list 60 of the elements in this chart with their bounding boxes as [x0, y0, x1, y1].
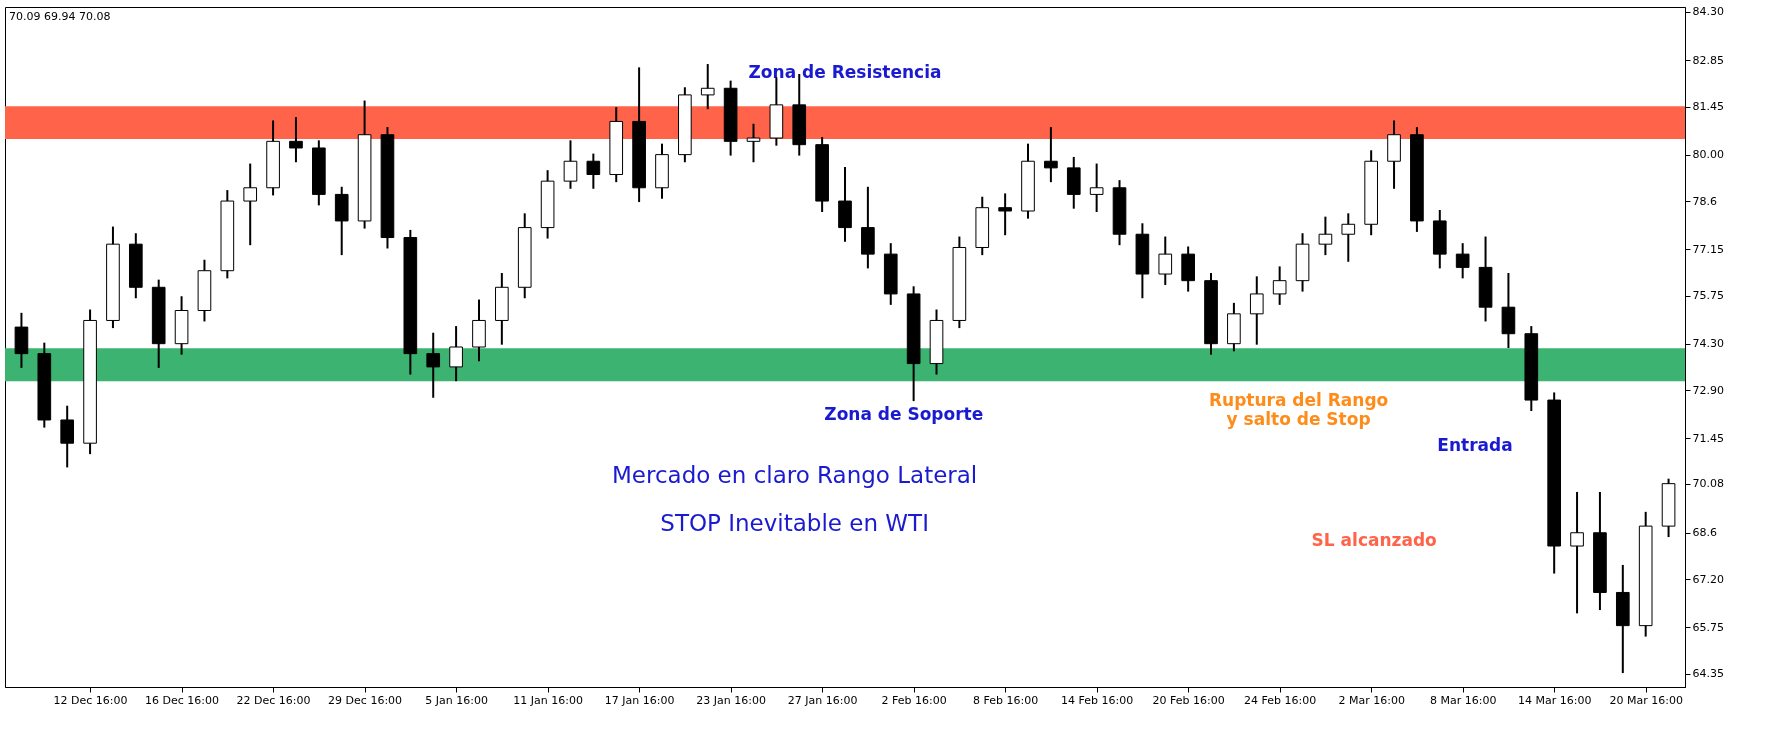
x-tick-label: 11 Jan 16:00 — [513, 693, 583, 707]
y-tick-label: 78.6 — [1692, 194, 1717, 208]
candlestick — [60, 405, 75, 468]
y-tick-label: 80.00 — [1692, 148, 1724, 162]
annotation: STOP Inevitable en WTI — [660, 509, 929, 536]
band-label: Zona de Soporte — [824, 403, 984, 424]
annotation: Ruptura del Rango y salto de Stop — [1208, 390, 1389, 430]
candlestick — [1044, 127, 1058, 183]
candlestick — [1341, 213, 1356, 262]
x-tick-label: 23 Jan 16:00 — [696, 693, 766, 707]
candlestick — [243, 163, 258, 246]
annotation: SL alcanzado — [1311, 529, 1437, 550]
y-tick-label: 75.75 — [1692, 289, 1724, 303]
x-tick-label: 5 Jan 16:00 — [425, 693, 488, 707]
band-label: Zona de Resistencia — [748, 61, 942, 82]
x-tick-label: 2 Mar 16:00 — [1338, 693, 1405, 707]
candlestick — [998, 193, 1012, 236]
x-tick-label: 14 Feb 16:00 — [1061, 693, 1134, 707]
annotation: Mercado en claro Rango Lateral — [611, 462, 978, 489]
x-tick-label: 20 Feb 16:00 — [1152, 693, 1225, 707]
y-tick-label: 71.45 — [1692, 431, 1724, 445]
y-tick-label: 67.20 — [1692, 572, 1724, 586]
y-tick-label: 64.35 — [1692, 667, 1724, 681]
x-tick-label: 24 Feb 16:00 — [1244, 693, 1317, 707]
y-tick-label: 68.6 — [1692, 526, 1717, 540]
x-tick-label: 2 Feb 16:00 — [881, 693, 947, 707]
candlestick — [700, 64, 715, 110]
y-tick-label: 82.85 — [1692, 53, 1724, 67]
x-tick-label: 20 Mar 16:00 — [1609, 693, 1683, 707]
candlestick — [449, 326, 463, 382]
candlestick — [1455, 243, 1470, 279]
annotation: Entrada — [1437, 434, 1513, 455]
y-tick-label: 81.45 — [1692, 100, 1724, 114]
y-tick-label: 77.15 — [1692, 242, 1724, 256]
candlestick — [1570, 491, 1584, 614]
annotation: 70.09 69.94 70.08 — [9, 10, 111, 23]
candlestick — [563, 140, 578, 189]
candlestick — [1318, 216, 1333, 256]
candlestick — [746, 123, 761, 163]
x-tick-label: 29 Dec 16:00 — [328, 693, 403, 707]
candlestick — [426, 332, 441, 398]
x-tick-label: 17 Jan 16:00 — [604, 693, 675, 707]
candlestick — [1249, 276, 1264, 345]
candlestick — [586, 153, 601, 189]
x-tick-label: 8 Feb 16:00 — [973, 693, 1039, 707]
y-tick-label: 70.08 — [1692, 477, 1724, 491]
y-tick-label: 72.90 — [1692, 383, 1724, 397]
y-tick-label: 84.30 — [1692, 5, 1724, 19]
x-tick-label: 22 Dec 16:00 — [236, 693, 311, 707]
y-tick-label: 65.75 — [1692, 620, 1724, 634]
candlestick — [1272, 266, 1287, 305]
x-tick-label: 12 Dec 16:00 — [53, 693, 128, 707]
candlestick — [1158, 236, 1173, 285]
candlestick — [1089, 163, 1104, 212]
candlestick — [289, 117, 303, 163]
x-tick-label: 8 Mar 16:00 — [1429, 693, 1497, 707]
x-tick-label: 16 Dec 16:00 — [145, 693, 220, 707]
x-tick-label: 14 Mar 16:00 — [1517, 693, 1592, 707]
y-tick-label: 74.30 — [1692, 337, 1724, 351]
x-tick-label: 27 Jan 16:00 — [787, 693, 858, 707]
